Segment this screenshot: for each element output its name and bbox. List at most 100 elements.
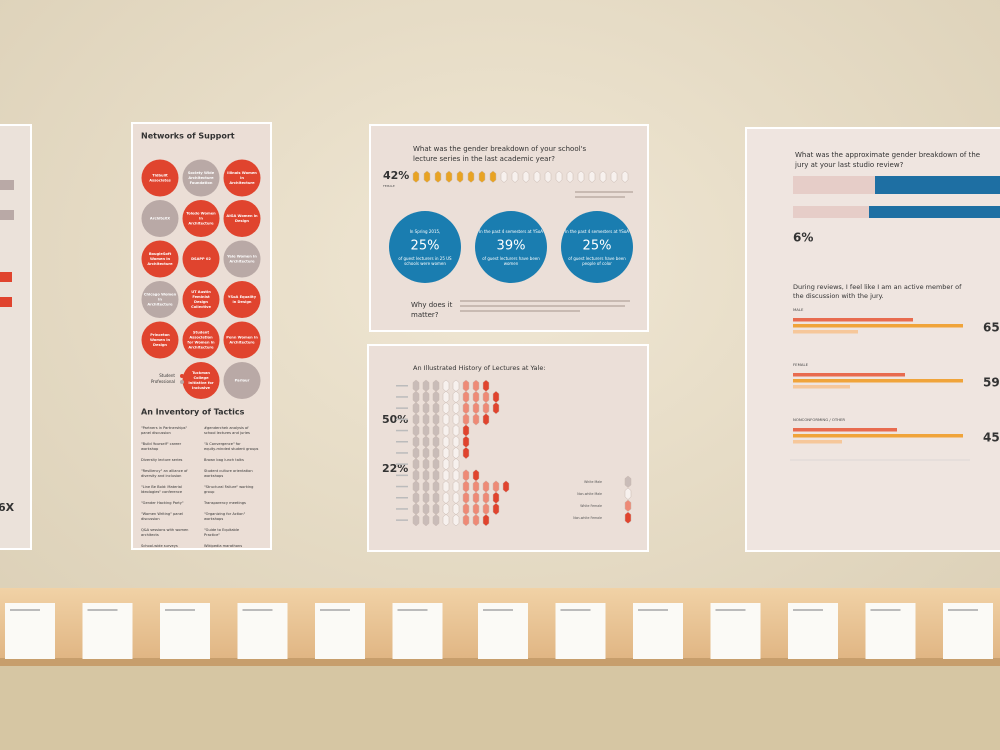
stat-caption: women xyxy=(504,261,519,266)
network-circle xyxy=(141,321,179,359)
lower-wall xyxy=(0,665,1000,750)
icon xyxy=(478,170,486,183)
bar xyxy=(0,297,12,307)
group-label: NONCONFORMING / OTHER xyxy=(793,417,845,422)
circle-label: for Women in xyxy=(187,341,215,345)
circle-label: Princeton xyxy=(150,333,170,337)
icon xyxy=(432,424,440,437)
tactic: workshops xyxy=(204,517,223,521)
tactic: Student culture orientation xyxy=(204,469,253,473)
legend-label: Student xyxy=(159,373,175,378)
icon xyxy=(432,390,440,404)
row-label xyxy=(396,441,408,443)
stat-circle xyxy=(389,211,461,283)
icon xyxy=(432,402,440,415)
card xyxy=(5,603,55,659)
icon xyxy=(472,514,480,527)
icon xyxy=(462,435,470,448)
row-label xyxy=(396,474,408,477)
stat-figure: 25% xyxy=(583,239,612,254)
icon xyxy=(462,390,470,404)
icon xyxy=(624,499,632,512)
bar xyxy=(875,176,1000,194)
icon xyxy=(472,469,480,482)
card-text xyxy=(320,609,350,611)
circle-label: Architecture xyxy=(147,303,173,307)
card xyxy=(865,603,916,659)
circle-label: Association xyxy=(189,336,213,340)
icon xyxy=(412,170,420,183)
icon xyxy=(412,413,420,426)
icon xyxy=(432,491,440,504)
bar xyxy=(0,180,14,190)
icon xyxy=(452,379,460,392)
circle-label: Tuckman xyxy=(192,371,210,375)
icon xyxy=(482,514,490,527)
icon xyxy=(422,502,430,516)
icon xyxy=(544,170,552,183)
icon xyxy=(500,170,508,183)
bar xyxy=(793,440,842,444)
poster-title: An Illustrated History of Lectures at Ya… xyxy=(413,364,546,372)
card-text xyxy=(165,609,195,611)
icon xyxy=(422,390,430,404)
poster-title: Networks of Support xyxy=(141,132,235,141)
row-label xyxy=(396,485,408,488)
circle-label: Architecture xyxy=(188,222,214,226)
figure: 42% xyxy=(383,169,409,182)
icon xyxy=(462,402,470,415)
icon xyxy=(462,480,470,493)
legend-label: Non-white Male xyxy=(577,492,602,496)
icon xyxy=(452,502,460,516)
section-title: An Inventory of Tactics xyxy=(141,408,245,417)
circle-label: Design xyxy=(153,343,167,347)
circle-label: Society Wide xyxy=(188,171,215,175)
icon xyxy=(422,402,430,415)
tactic: "Gender Hacking Party" xyxy=(141,501,184,505)
tactic: "Structural Failure" working xyxy=(204,485,253,489)
icon xyxy=(452,390,460,404)
icon xyxy=(456,170,464,183)
question: matter? xyxy=(411,311,439,319)
card xyxy=(478,603,528,659)
legend: White Male Non-white Male White Female Non-… xyxy=(573,475,632,524)
note xyxy=(575,191,633,193)
circle-label: Architecture xyxy=(188,176,214,180)
icon xyxy=(432,469,440,482)
circle-label: Collective xyxy=(191,305,211,309)
icon xyxy=(412,390,420,404)
icon xyxy=(432,446,440,460)
icon xyxy=(442,480,450,493)
network-circle xyxy=(223,362,261,399)
card-text xyxy=(397,609,428,611)
bar xyxy=(793,176,875,194)
card xyxy=(710,603,761,659)
icon xyxy=(412,379,420,392)
network-circle xyxy=(141,281,179,318)
group-figure: 59 xyxy=(983,376,1000,390)
card-text xyxy=(870,609,901,611)
icon xyxy=(482,413,490,426)
cards xyxy=(5,603,993,659)
icon xyxy=(422,379,430,392)
circle-label: Initiative for xyxy=(188,381,214,385)
body-text xyxy=(460,310,580,312)
poster-title: lecture series in the last academic year… xyxy=(413,155,555,163)
icon xyxy=(482,502,490,516)
icon xyxy=(422,413,430,426)
icon xyxy=(489,170,497,183)
bar xyxy=(869,206,1000,218)
poster xyxy=(0,124,32,550)
icon xyxy=(412,469,420,482)
icon xyxy=(422,458,430,471)
circle-label: Design xyxy=(194,300,208,304)
network-circle xyxy=(182,321,220,359)
row-label xyxy=(396,418,408,421)
icon xyxy=(442,458,450,471)
stat-figure: 39% xyxy=(497,239,526,254)
icon xyxy=(472,491,480,504)
icon xyxy=(462,446,470,460)
bar xyxy=(793,428,897,432)
circle-label: Architecture xyxy=(229,341,255,345)
icon xyxy=(432,480,440,493)
